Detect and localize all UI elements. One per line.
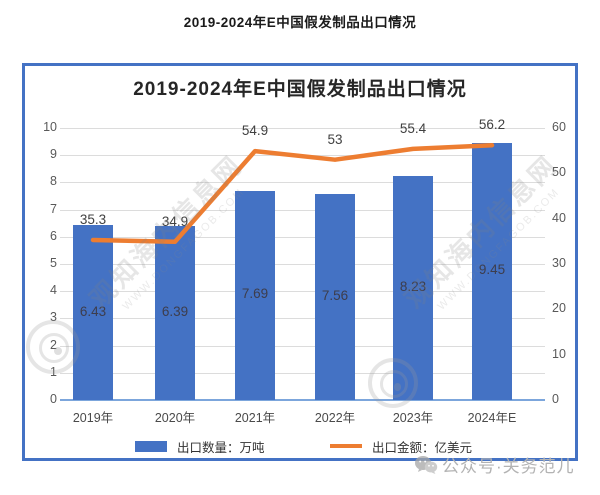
axis-tick-label: 7: [50, 201, 57, 216]
axis-tick-label: 2: [50, 337, 57, 352]
x-axis-label-2021年: 2021年: [234, 411, 276, 425]
bar-value-label: 7.69: [241, 286, 269, 302]
x-axis-label-2024年E: 2024年E: [467, 411, 517, 425]
axis-tick-label: 0: [50, 392, 57, 406]
axis-tick-label: 0: [552, 392, 559, 406]
bar-series-swatch-icon: [135, 440, 167, 452]
axis-tick-label: 4: [50, 283, 57, 298]
axis-tick-label: 3: [50, 310, 57, 325]
bar-2022年: [315, 194, 355, 400]
wechat-icon: [414, 455, 438, 475]
line-value-label: 53: [327, 131, 343, 147]
bar-2023年: [393, 176, 433, 400]
x-axis-line: [60, 399, 545, 401]
bar-value-label: 9.45: [478, 262, 506, 278]
gridline: [60, 291, 545, 293]
line-value-label: 54.9: [241, 123, 269, 139]
x-axis-label-2020年: 2020年: [154, 411, 196, 425]
line-value-label: 35.3: [79, 211, 107, 227]
line-series-swatch-icon: [330, 444, 362, 448]
axis-tick-label: 10: [552, 346, 566, 361]
legend-label-quantity: 出口数量：万吨: [177, 440, 265, 455]
gridline: [60, 209, 545, 211]
right-axis: 60 50 40 30 20 10 0: [552, 120, 576, 408]
legend-item-export-quantity: 出口数量：万吨: [135, 437, 265, 455]
axis-tick-label: 40: [552, 210, 566, 225]
x-axis-label-2022年: 2022年: [314, 411, 356, 425]
chart-title: 2019-2024年E中国假发制品出口情况: [133, 79, 467, 100]
bar-value-label: 6.43: [79, 303, 107, 319]
axis-tick-label: 8: [50, 174, 57, 189]
axis-tick-label: 1: [50, 364, 57, 379]
bar-2021年: [235, 190, 275, 400]
bar-value-label: 8.23: [399, 279, 427, 295]
plot-area: 6.43 6.39 7.69 7.56 8.23 9.45 35.3 34.9 54.9 53 55…: [60, 117, 545, 401]
axis-tick-label: 10: [43, 120, 57, 134]
bar-value-label: 7.56: [321, 288, 349, 304]
axis-tick-label: 6: [50, 228, 57, 243]
x-axis-labels: 2019年 2020年 2021年 2022年 2023年 2024年E: [60, 407, 545, 425]
legend: 出口数量：万吨 出口金额：亿美元: [60, 437, 545, 457]
gridline: [60, 372, 545, 374]
x-axis-label-2023年: 2023年: [392, 411, 434, 425]
page-title: 2019-2024年E中国假发制品出口情况: [183, 15, 417, 30]
footer-credit: 公众号·关务范儿: [414, 452, 575, 477]
axis-tick-label: 5: [50, 256, 57, 270]
legend-label-value: 出口金额：亿美元: [372, 440, 473, 455]
axis-tick-label: 9: [50, 147, 57, 162]
footer-account-label: 公众号·关务范儿: [442, 457, 575, 476]
bar-2019年: [73, 225, 113, 400]
gridline: [60, 318, 545, 320]
gridline: [60, 236, 545, 238]
bar-value-label: 6.39: [161, 304, 189, 320]
gridline: [60, 345, 545, 347]
left-axis: 10 9 8 7 6 5 4 3 2 1 0: [33, 120, 57, 408]
x-axis-label-2019年: 2019年: [72, 411, 114, 425]
line-series: [90, 142, 495, 245]
axis-tick-label: 60: [552, 120, 566, 134]
bar-2024年E: [472, 142, 512, 400]
bar-2020年: [155, 226, 195, 400]
chart-frame: 2019-2024年E中国假发制品出口情况 10 9 8 7 6 5 4 3 2 1 0 60 50 4…: [22, 63, 578, 461]
gridline: [60, 264, 545, 265]
gridline: [60, 182, 545, 184]
axis-tick-label: 20: [552, 301, 566, 316]
line-value-label: 55.4: [399, 120, 427, 136]
axis-tick-label: 30: [552, 256, 566, 270]
legend-item-export-value: 出口金额：亿美元: [330, 437, 472, 455]
gridline: [60, 128, 545, 129]
line-value-label: 56.2: [478, 117, 506, 133]
axis-tick-label: 50: [552, 165, 566, 180]
line-value-label: 34.9: [161, 213, 189, 229]
